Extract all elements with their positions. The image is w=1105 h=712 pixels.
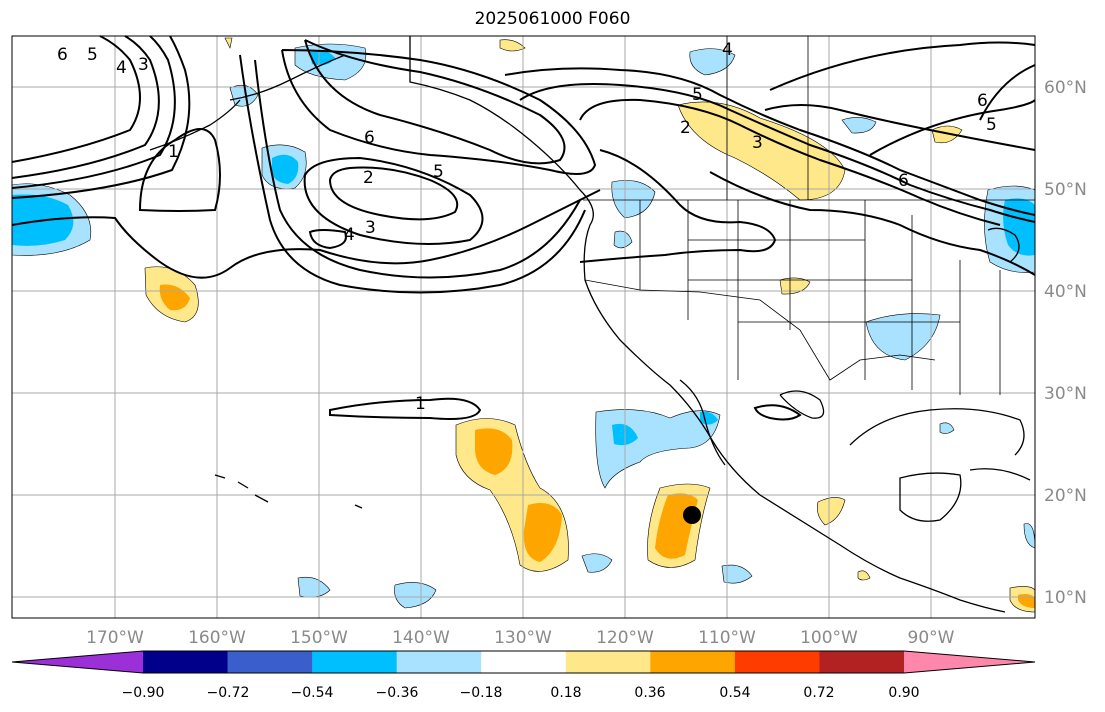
contour-label: 6 bbox=[57, 45, 68, 65]
contour-label: 3 bbox=[752, 133, 763, 153]
contour-labels: 6 5 4 3 2 3 4 5 6 1 2 3 4 5 6 6 5 1 bbox=[57, 40, 997, 414]
contour-label: 5 bbox=[986, 115, 997, 135]
contour-label: 2 bbox=[680, 118, 691, 138]
colorbar-tick-label: −0.54 bbox=[291, 685, 334, 701]
colorbar-tick-label: 0.54 bbox=[719, 685, 750, 701]
negative-anomaly-area bbox=[939, 422, 955, 434]
colorbar-segment bbox=[734, 651, 820, 673]
contour-label: 6 bbox=[898, 171, 909, 191]
contour-label: 5 bbox=[433, 162, 444, 182]
lat-label: 60°N bbox=[1044, 78, 1087, 98]
contour-label: 3 bbox=[138, 55, 149, 75]
negative-anomaly-area bbox=[229, 84, 259, 107]
colorbar-extend-high bbox=[904, 651, 1035, 673]
lon-label: 140°W bbox=[392, 628, 450, 648]
positive-anomaly-area bbox=[499, 39, 526, 52]
lon-label: 120°W bbox=[596, 628, 654, 648]
contour-label: 6 bbox=[364, 128, 375, 148]
colorbar-tick-label: 0.72 bbox=[803, 685, 834, 701]
lat-label: 10°N bbox=[1044, 588, 1087, 608]
lat-label: 40°N bbox=[1044, 282, 1087, 302]
contour-label: 1 bbox=[168, 142, 179, 162]
colorbar-tick-label: −0.36 bbox=[376, 685, 419, 701]
positive-anomaly-area bbox=[817, 497, 846, 526]
colorbar-extend-low bbox=[12, 651, 143, 673]
storm-center-dot bbox=[683, 506, 701, 524]
negative-anomaly-area bbox=[721, 564, 753, 584]
positive-anomaly-core bbox=[475, 428, 513, 475]
colorbar-segment bbox=[312, 651, 398, 673]
colorbar-outline bbox=[11, 650, 1036, 674]
positive-anomaly-core bbox=[523, 502, 562, 562]
contour-label: 4 bbox=[116, 58, 127, 78]
positive-anomaly-area bbox=[931, 125, 963, 144]
colorbar-segment bbox=[565, 651, 651, 673]
negative-anomaly-area bbox=[841, 117, 877, 134]
colorbar bbox=[11, 650, 1036, 674]
lat-label: 50°N bbox=[1044, 180, 1087, 200]
colorbar-segment bbox=[396, 651, 482, 673]
colorbar-tick-label: −0.18 bbox=[460, 685, 503, 701]
lon-label: 100°W bbox=[800, 628, 858, 648]
negative-anomaly-area bbox=[611, 180, 656, 219]
negative-anomaly-area bbox=[394, 582, 437, 609]
height-contours bbox=[11, 35, 1036, 421]
negative-anomaly-area bbox=[689, 48, 736, 76]
negative-anomaly-core bbox=[700, 411, 718, 425]
lon-label: 170°W bbox=[86, 628, 144, 648]
negative-anomaly-area bbox=[613, 230, 633, 249]
colorbar-tick-labels: −0.90 −0.72 −0.54 −0.36 −0.18 0.18 0.36 … bbox=[122, 685, 920, 701]
contour-label: 3 bbox=[365, 218, 376, 238]
colorbar-segment bbox=[650, 651, 736, 673]
colorbar-tick-label: −0.90 bbox=[122, 685, 165, 701]
contour-label: 1 bbox=[415, 394, 426, 414]
graticule bbox=[12, 36, 1035, 618]
contour-label: 5 bbox=[692, 85, 703, 105]
positive-anomaly-area bbox=[224, 37, 233, 49]
colorbar-segment bbox=[143, 651, 229, 673]
lon-label: 90°W bbox=[908, 628, 955, 648]
colorbar-tick-label: −0.72 bbox=[207, 685, 250, 701]
lon-label: 160°W bbox=[188, 628, 246, 648]
political-borders bbox=[583, 36, 1035, 395]
lat-label: 30°N bbox=[1044, 384, 1087, 404]
lon-label: 110°W bbox=[698, 628, 756, 648]
contour-label: 5 bbox=[87, 45, 98, 65]
latitude-labels: 60°N 50°N 40°N 30°N 20°N 10°N bbox=[1044, 78, 1087, 608]
negative-anomaly-area bbox=[581, 553, 613, 573]
negative-anomaly-area bbox=[1023, 523, 1036, 549]
contour-label: 2 bbox=[363, 168, 374, 188]
negative-anomaly-core bbox=[272, 154, 299, 184]
negative-anomaly-area bbox=[865, 313, 941, 361]
colorbar-segment bbox=[227, 651, 313, 673]
contour-label: 4 bbox=[344, 225, 355, 245]
lon-label: 150°W bbox=[290, 628, 348, 648]
colorbar-segment bbox=[481, 651, 567, 673]
map-frame bbox=[11, 35, 1036, 619]
positive-anomaly-area bbox=[857, 570, 871, 581]
contour-label: 6 bbox=[977, 91, 988, 111]
longitude-labels: 170°W 160°W 150°W 140°W 130°W 120°W 110°… bbox=[86, 628, 955, 648]
colorbar-tick-label: 0.90 bbox=[888, 685, 919, 701]
colorbar-tick-label: 0.18 bbox=[550, 685, 581, 701]
contour-label: 4 bbox=[722, 40, 733, 60]
negative-anomaly-area bbox=[297, 576, 331, 598]
lon-label: 130°W bbox=[494, 628, 552, 648]
colorbar-tick-label: 0.36 bbox=[634, 685, 665, 701]
map-title: 2025061000 F060 bbox=[474, 9, 631, 29]
colorbar-segment bbox=[819, 651, 905, 673]
lat-label: 20°N bbox=[1044, 486, 1087, 506]
